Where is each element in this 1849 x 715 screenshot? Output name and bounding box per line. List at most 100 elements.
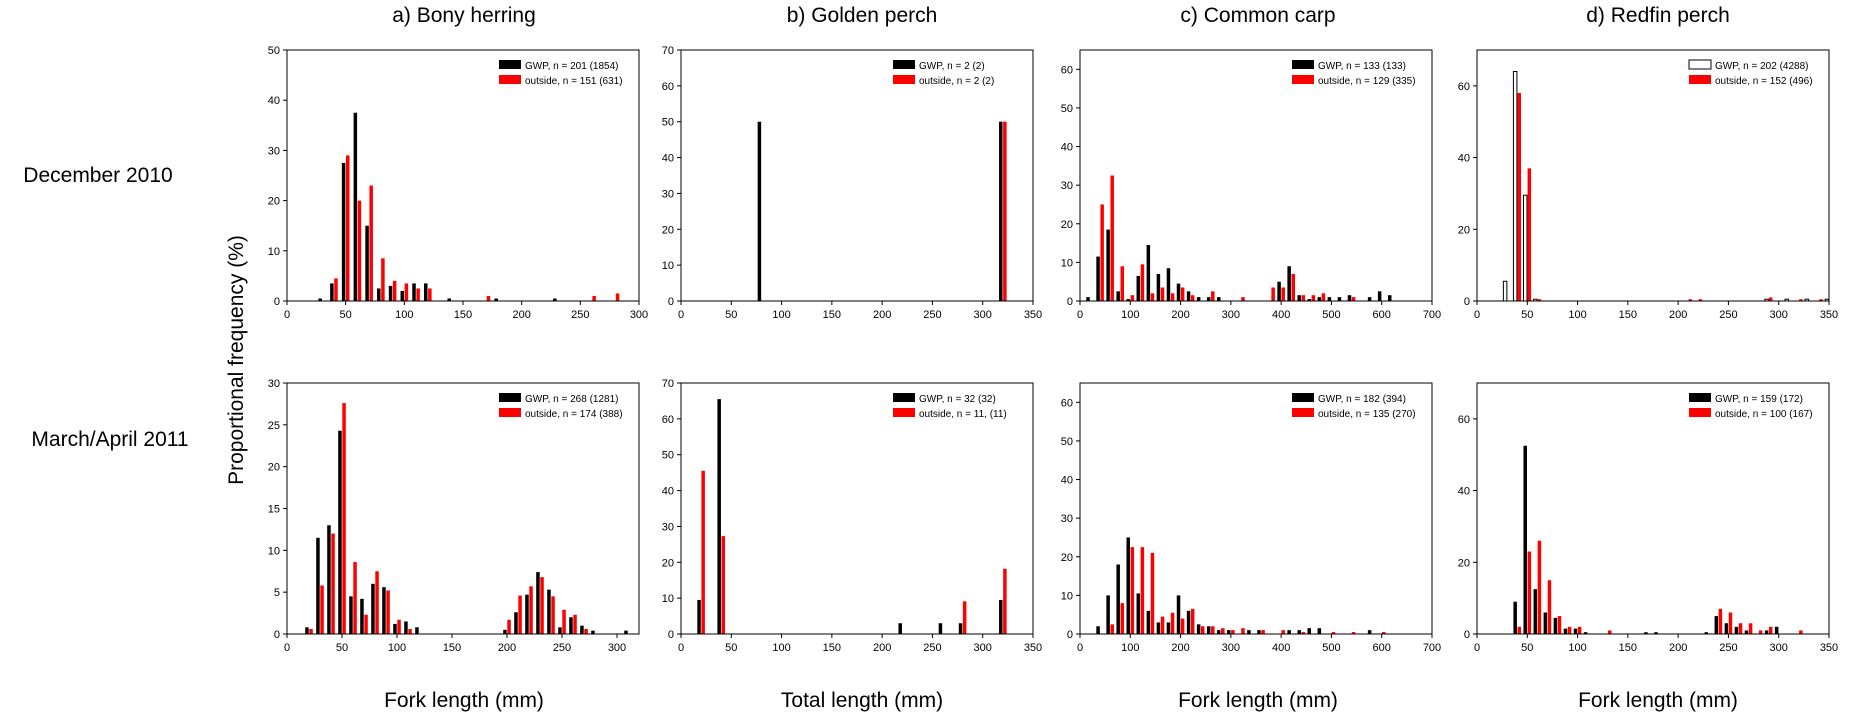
bar-outside	[1140, 264, 1145, 301]
x-tick-label: 300	[974, 309, 992, 321]
bar-gwp	[415, 627, 419, 634]
bar-gwp	[1196, 297, 1201, 301]
bar-gwp	[1704, 632, 1709, 634]
bar-outside	[486, 295, 491, 301]
bar-gwp	[958, 623, 963, 634]
bar-outside	[1180, 287, 1185, 301]
x-tick-label: 200	[873, 309, 891, 321]
bar-outside	[1271, 287, 1275, 301]
bar-outside	[1211, 626, 1215, 634]
bar-outside	[1768, 297, 1773, 301]
bar-outside	[1758, 630, 1763, 634]
bar-gwp	[1116, 564, 1120, 634]
x-tick-label: 350	[1820, 642, 1838, 654]
bar-outside	[1170, 612, 1175, 634]
bar-gwp	[553, 298, 557, 301]
x-tick-label: 150	[1619, 642, 1637, 654]
bar-outside	[309, 628, 313, 634]
bar-outside	[1150, 293, 1155, 301]
x-tick-label: 100	[772, 642, 790, 654]
bar-gwp	[1126, 537, 1130, 634]
bar-gwp	[316, 537, 320, 634]
bar-outside	[1150, 552, 1155, 634]
x-tick-label: 200	[498, 642, 516, 654]
bar-gwp	[377, 288, 381, 301]
legend-swatch-gwp	[893, 60, 915, 69]
bar-outside	[1160, 616, 1165, 634]
plot-frame	[1476, 382, 1830, 635]
bar-gwp	[1764, 630, 1769, 634]
bar-gwp	[1206, 297, 1211, 301]
bar-gwp	[1247, 630, 1251, 634]
bar-gwp	[1086, 297, 1090, 301]
bar-gwp	[898, 623, 902, 634]
y-tick-label: 15	[268, 504, 280, 516]
bar-outside	[1221, 628, 1225, 634]
bar-gwp	[1096, 626, 1100, 634]
bar-outside	[1281, 630, 1285, 634]
legend-swatch-outside	[893, 75, 915, 84]
bar-outside	[1140, 547, 1145, 634]
y-tick-label: 20	[268, 462, 280, 474]
row-label-december-2010: December 2010	[23, 164, 173, 187]
bar-outside	[416, 288, 420, 301]
y-tick-label: 60	[1061, 64, 1073, 76]
x-axis-label-bony-herring: Fork length (mm)	[384, 689, 544, 712]
bar-gwp	[514, 612, 518, 634]
x-tick-label: 200	[1669, 309, 1687, 321]
legend-swatch-outside	[1689, 408, 1711, 417]
bar-outside	[334, 278, 338, 301]
x-tick-label: 50	[1521, 309, 1533, 321]
x-tick-label: 500	[1322, 309, 1340, 321]
bar-gwp	[1714, 616, 1719, 634]
x-tick-label: 200	[873, 642, 891, 654]
bar-outside	[342, 403, 346, 634]
panel-dec-common-carp: 0 100 200 300 400 500 600 700 0 10 20 30 40 50 60 GWP, …	[1061, 49, 1441, 321]
x-tick-label: 100	[1568, 309, 1586, 321]
bar-outside	[404, 283, 409, 301]
bar-gwp	[1156, 622, 1161, 634]
bar-outside	[375, 571, 379, 634]
x-tick-label: 100	[1121, 642, 1139, 654]
bar-outside	[562, 609, 566, 634]
bar-gwp	[424, 283, 428, 301]
bar-gwp	[1644, 632, 1648, 634]
x-axis-label-common-carp: Fork length (mm)	[1178, 689, 1338, 712]
x-tick-label: 0	[678, 309, 684, 321]
bar-outside	[408, 628, 412, 634]
bar-outside	[397, 619, 401, 634]
bar-gwp	[1126, 299, 1130, 301]
x-tick-label: 250	[1719, 642, 1737, 654]
bar-gwp	[1227, 630, 1231, 634]
bar-gwp	[1553, 617, 1558, 634]
bar-gwp	[1774, 626, 1779, 634]
x-tick-label: 400	[1272, 642, 1290, 654]
bar-outside	[1190, 608, 1195, 634]
y-tick-label: 30	[662, 521, 674, 533]
y-tick-label: 0	[1464, 629, 1470, 641]
x-tick-label: 300	[1770, 642, 1788, 654]
bar-outside	[1170, 293, 1175, 301]
y-tick-label: 70	[662, 378, 674, 390]
legend-swatch-gwp	[1292, 60, 1314, 69]
bar-gwp	[1533, 589, 1538, 634]
legend-label-outside: outside, n = 2 (2)	[919, 76, 994, 87]
y-tick-label: 40	[662, 486, 674, 498]
y-tick-label: 20	[1061, 219, 1073, 231]
bar-gwp	[558, 627, 562, 634]
bar-gwp	[1583, 632, 1588, 634]
bar-outside	[1003, 121, 1007, 301]
bar-gwp	[1287, 266, 1291, 301]
bar-outside	[529, 586, 533, 634]
bar-outside	[551, 596, 555, 634]
bar-gwp	[388, 285, 393, 301]
plot-frame	[680, 382, 1034, 635]
bar-outside	[1738, 623, 1743, 634]
bar-outside	[1698, 299, 1703, 301]
y-tick-label: 50	[268, 45, 280, 57]
bar-outside	[1261, 630, 1265, 634]
bar-gwp	[1347, 295, 1352, 301]
bar-outside	[1527, 551, 1532, 634]
y-tick-label: 50	[1061, 103, 1073, 115]
